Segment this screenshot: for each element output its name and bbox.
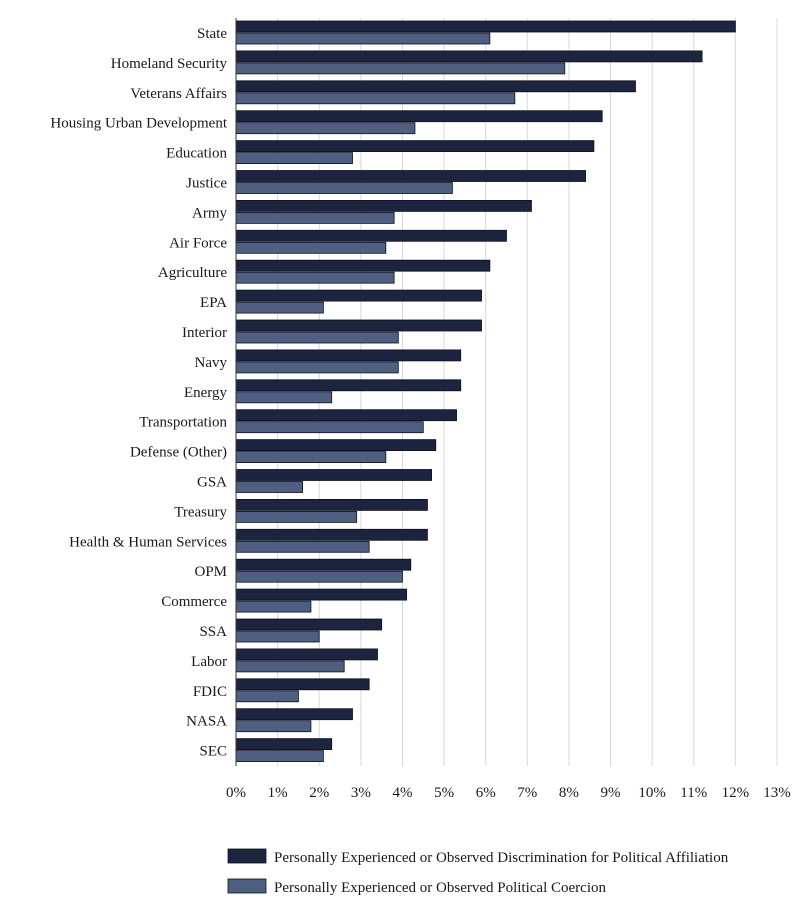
x-tick-label: 2% [309, 785, 329, 801]
bar-discrimination [235, 409, 457, 422]
bar-coercion [235, 421, 424, 434]
bar-coercion [235, 92, 516, 105]
x-tick-label: 11% [680, 785, 707, 801]
x-tick-label: 10% [638, 785, 666, 801]
x-tick-label: 8% [559, 785, 579, 801]
category-label: Air Force [169, 235, 227, 251]
category-label: Defense (Other) [130, 445, 227, 461]
x-tick-label: 5% [434, 785, 454, 801]
bar-discrimination [235, 50, 703, 63]
bar-discrimination [235, 528, 428, 541]
bars [235, 20, 736, 762]
bar-coercion [235, 361, 399, 374]
bar-discrimination [235, 588, 408, 601]
bar-coercion [235, 271, 395, 284]
x-tick-label: 0% [226, 785, 246, 801]
category-label: Housing Urban Development [50, 116, 227, 132]
category-labels: State Homeland Security Veterans Affairs Ho… [50, 26, 227, 760]
bar-coercion [235, 630, 320, 643]
category-label: Interior [182, 325, 227, 341]
category-label: Labor [191, 654, 227, 670]
category-label: SSA [199, 624, 227, 640]
bar-coercion [235, 481, 303, 493]
bar-discrimination [235, 469, 432, 481]
bar-coercion [235, 451, 387, 464]
bar-discrimination [235, 648, 378, 661]
category-label: State [197, 26, 227, 42]
x-tick-label: 4% [392, 785, 412, 801]
bar-coercion [235, 750, 324, 762]
category-label: Army [192, 205, 227, 221]
bar-coercion [235, 32, 491, 45]
category-label: NASA [186, 714, 227, 730]
category-label: Veterans Affairs [130, 86, 227, 102]
x-tick-label: 9% [601, 785, 621, 801]
bar-discrimination [235, 319, 482, 332]
bar-discrimination [235, 170, 586, 182]
category-label: OPM [194, 564, 227, 580]
bar-coercion [235, 510, 358, 523]
x-tick-labels: 0% 1% 2% 3% 4% 5% 6% 7% 8% 9% 10% 11% 12% 13% [226, 785, 791, 801]
legend-label: Personally Experienced or Observed Polit… [274, 880, 606, 896]
bar-discrimination [235, 498, 428, 511]
x-tick-label: 13% [763, 785, 791, 801]
legend: Personally Experienced or Observed Discr… [227, 848, 729, 896]
category-label: Energy [184, 385, 228, 401]
bar-coercion [235, 241, 387, 254]
category-label: GSA [197, 475, 227, 491]
bar-discrimination [235, 349, 462, 362]
bar-coercion [235, 540, 370, 553]
category-label: Education [166, 146, 227, 162]
x-tick-label: 1% [268, 785, 288, 801]
x-tick-label: 3% [351, 785, 371, 801]
bar-discrimination [235, 80, 636, 93]
bar-discrimination [235, 379, 462, 392]
category-label: Health & Human Services [69, 534, 227, 550]
bar-coercion [235, 720, 312, 733]
bar-coercion [235, 331, 399, 344]
legend-swatch [227, 878, 267, 894]
bar-discrimination [235, 618, 383, 631]
bar-coercion [235, 690, 299, 703]
category-label: FDIC [193, 684, 227, 700]
bar-discrimination [235, 289, 482, 302]
category-label: Agriculture [158, 265, 227, 281]
legend-swatch [227, 848, 267, 864]
x-tick-label: 12% [722, 785, 750, 801]
bar-coercion [235, 660, 345, 673]
bar-discrimination [235, 229, 507, 242]
category-label: Commerce [161, 594, 227, 610]
bar-discrimination [235, 678, 370, 691]
x-tick-label: 6% [476, 785, 496, 801]
bar-discrimination [235, 110, 603, 123]
bar-discrimination [235, 558, 412, 571]
bar-discrimination [235, 140, 595, 153]
bar-coercion [235, 62, 566, 75]
bar-discrimination [235, 199, 532, 212]
bar-discrimination [235, 708, 353, 721]
bar-coercion [235, 600, 312, 613]
x-tick-label: 7% [517, 785, 537, 801]
bar-coercion [235, 152, 353, 165]
bar-coercion [235, 301, 324, 314]
bar-coercion [235, 211, 395, 224]
bar-discrimination [235, 259, 491, 272]
bar-coercion [235, 122, 416, 135]
bar-coercion [235, 570, 403, 583]
category-label: SEC [199, 744, 227, 760]
category-label: Navy [195, 355, 228, 371]
category-label: Justice [186, 176, 227, 192]
legend-label: Personally Experienced or Observed Discr… [274, 850, 729, 866]
bar-discrimination [235, 20, 736, 33]
category-label: EPA [200, 295, 227, 311]
category-label: Treasury [174, 504, 227, 520]
category-label: Homeland Security [111, 56, 228, 72]
bar-discrimination [235, 738, 333, 750]
bar-coercion [235, 182, 453, 194]
bar-coercion [235, 391, 333, 404]
bar-discrimination [235, 439, 437, 452]
category-label: Transportation [139, 415, 227, 431]
